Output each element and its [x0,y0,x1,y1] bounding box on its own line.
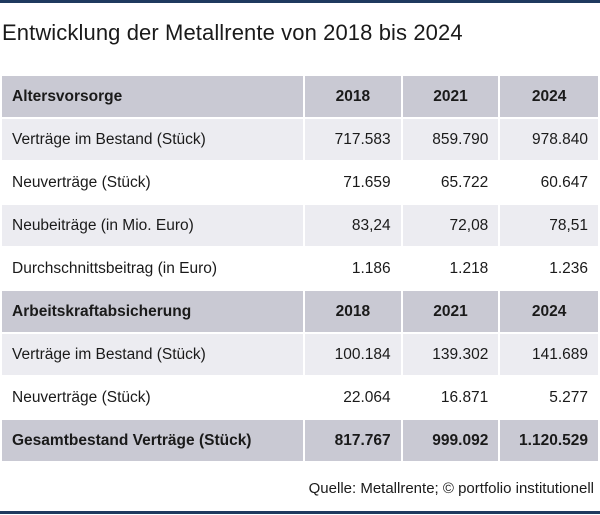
row-value: 72,08 [402,205,499,246]
total-value: 817.767 [304,420,401,461]
row-value: 859.790 [402,119,499,160]
row-label: Verträge im Bestand (Stück) [2,334,303,375]
section-header-label: Arbeitskraftabsicherung [2,291,303,332]
row-value: 71.659 [304,162,401,203]
row-value: 978.840 [500,119,598,160]
row-value: 16.871 [402,377,499,418]
row-label: Neuverträge (Stück) [2,377,303,418]
row-value: 1.186 [304,248,401,289]
row-value: 141.689 [500,334,598,375]
row-value: 5.277 [500,377,598,418]
total-label: Gesamtbestand Verträge (Stück) [2,420,303,461]
table-row: Neuverträge (Stück) 22.064 16.871 5.277 [2,377,598,420]
row-value: 65.722 [402,162,499,203]
section-header-row: Altersvorsorge 2018 2021 2024 [2,76,598,119]
table-row: Verträge im Bestand (Stück) 100.184 139.… [2,334,598,377]
table-row: Neubeiträge (in Mio. Euro) 83,24 72,08 7… [2,205,598,248]
year-header: 2024 [500,291,598,332]
row-label: Neuverträge (Stück) [2,162,303,203]
total-value: 1.120.529 [500,420,598,461]
row-value: 139.302 [402,334,499,375]
year-header: 2024 [500,76,598,117]
table-row: Durchschnittsbeitrag (in Euro) 1.186 1.2… [2,248,598,291]
row-label: Neubeiträge (in Mio. Euro) [2,205,303,246]
section-header-label: Altersvorsorge [2,76,303,117]
row-value: 1.236 [500,248,598,289]
row-label: Durchschnittsbeitrag (in Euro) [2,248,303,289]
total-row: Gesamtbestand Verträge (Stück) 817.767 9… [2,420,598,463]
year-header: 2021 [402,76,499,117]
table-row: Verträge im Bestand (Stück) 717.583 859.… [2,119,598,162]
top-rule [0,0,600,3]
row-value: 100.184 [304,334,401,375]
table-row: Neuverträge (Stück) 71.659 65.722 60.647 [2,162,598,205]
page-title: Entwicklung der Metallrente von 2018 bis… [2,20,463,45]
row-value: 1.218 [402,248,499,289]
row-value: 717.583 [304,119,401,160]
row-label: Verträge im Bestand (Stück) [2,119,303,160]
section-header-row: Arbeitskraftabsicherung 2018 2021 2024 [2,291,598,334]
source-note: Quelle: Metallrente; © portfolio institu… [308,480,594,497]
row-value: 60.647 [500,162,598,203]
total-value: 999.092 [402,420,499,461]
bottom-rule [0,511,600,514]
year-header: 2018 [305,291,401,332]
data-table: Altersvorsorge 2018 2021 2024 Verträge i… [2,76,598,463]
row-value: 22.064 [304,377,401,418]
row-value: 78,51 [500,205,598,246]
year-header: 2018 [305,76,401,117]
row-value: 83,24 [304,205,401,246]
year-header: 2021 [402,291,499,332]
